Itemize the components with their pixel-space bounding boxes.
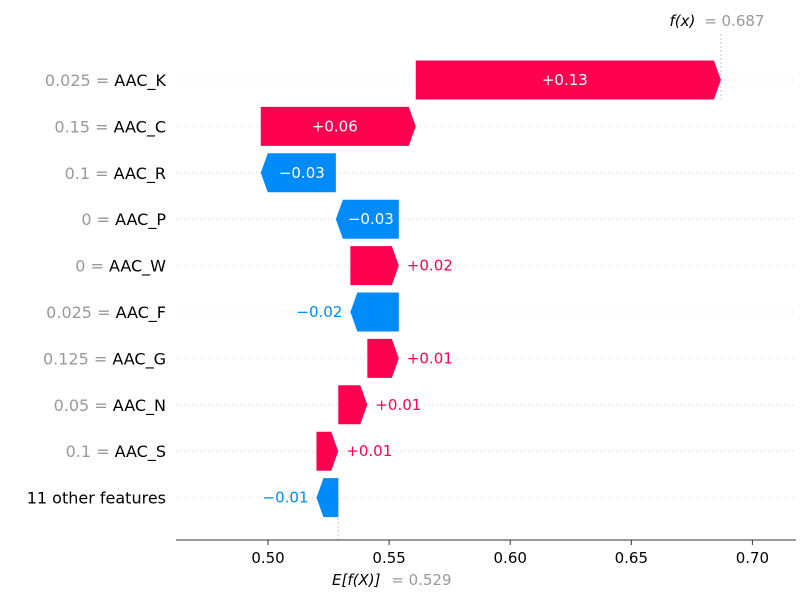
bar-value-label: +0.06 [312, 117, 358, 135]
feature-name: AAC_N [113, 395, 166, 415]
feature-value: 0.05 = [54, 395, 113, 414]
bar-value-label: −0.03 [348, 210, 394, 228]
feature-label: 0.15 = AAC_C [54, 117, 166, 137]
feature-name: AAC_P [115, 210, 166, 230]
feature-label: 0.1 = AAC_S [66, 442, 166, 462]
feature-name: 11 other features [27, 488, 166, 507]
feature-value: 0.1 = [66, 442, 115, 461]
bar-aac_f [350, 292, 399, 332]
feature-label: 0 = AAC_W [75, 256, 166, 276]
output-value-number: = 0.687 [704, 12, 764, 30]
feature-name: AAC_S [115, 442, 166, 462]
bar-aac_p [335, 199, 399, 239]
bar-value-label: +0.13 [542, 71, 588, 89]
feature-value: 0.025 = [46, 303, 115, 322]
bar-value-label: −0.02 [296, 303, 342, 321]
feature-label: 0.125 = AAC_G [43, 349, 166, 369]
bar-value-label: +0.02 [407, 257, 453, 275]
feature-name: AAC_W [109, 256, 166, 276]
bar-aac_w [350, 246, 399, 286]
bar-value-label: +0.01 [375, 396, 421, 414]
bar-value-label: −0.01 [263, 489, 309, 507]
feature-name: AAC_F [116, 303, 166, 323]
feature-label: 0.025 = AAC_F [46, 303, 166, 323]
base-value-label: E[f(X)] = 0.529 [332, 571, 452, 589]
feature-label: 0.1 = AAC_R [65, 163, 166, 183]
feature-name: AAC_R [114, 163, 166, 183]
bar-aac_k [415, 60, 721, 100]
feature-labels: +0.13 0.025 = AAC_K +0.06 0.15 = AAC_C −0.03… [27, 71, 588, 508]
bar-value-label: +0.01 [346, 442, 392, 460]
feature-value: 0.125 = [43, 349, 112, 368]
x-tick-label: 0.55 [372, 549, 405, 567]
feature-value: 0 = [75, 256, 109, 275]
x-tick-label: 0.70 [736, 549, 769, 567]
feature-value: 0.1 = [65, 163, 114, 182]
feature-value: 0 = [81, 210, 115, 229]
bar-aac_g [367, 338, 399, 378]
bar-value-label: +0.01 [407, 349, 453, 367]
x-tick-label: 0.50 [251, 549, 284, 567]
feature-name: AAC_C [114, 117, 166, 137]
output-value-prefix: f(x) [670, 12, 696, 30]
base-value-prefix: E[f(X)] [332, 571, 381, 589]
feature-label: 0.025 = AAC_K [45, 71, 167, 91]
feature-name: AAC_G [112, 349, 166, 369]
feature-label: 11 other features [27, 488, 166, 507]
feature-label: 0 = AAC_P [81, 210, 166, 230]
bar-aac_c [260, 106, 416, 146]
output-value-label: f(x) = 0.687 [670, 12, 765, 30]
feature-label: 0.05 = AAC_N [54, 395, 166, 415]
feature-name: AAC_K [114, 71, 166, 91]
x-axis: 0.50 0.55 0.60 0.65 0.70 [176, 539, 796, 567]
x-tick-label: 0.65 [615, 549, 648, 567]
bar-value-label: −0.03 [279, 164, 325, 182]
feature-bars [260, 60, 721, 518]
bar-11-other-features [316, 478, 339, 518]
feature-value: 0.15 = [54, 117, 113, 136]
reference-lines [337, 34, 722, 540]
base-value-number: = 0.529 [391, 571, 451, 589]
x-tick-label: 0.60 [494, 549, 527, 567]
bar-aac_s [316, 431, 339, 471]
bar-aac_n [338, 385, 368, 425]
bar-aac_r [260, 153, 336, 193]
feature-value: 0.025 = [45, 71, 114, 90]
